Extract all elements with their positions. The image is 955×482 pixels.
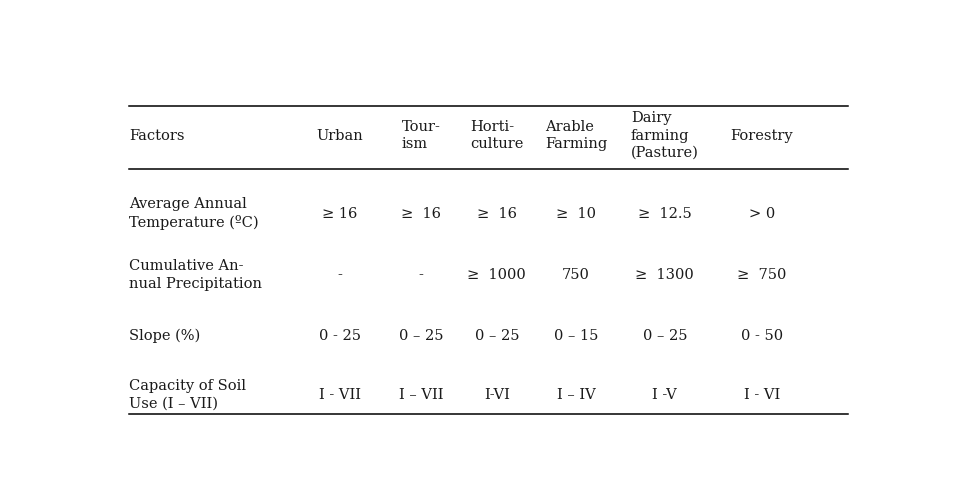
Text: I - VI: I - VI: [744, 388, 780, 402]
Text: 0 – 15: 0 – 15: [554, 329, 598, 343]
Text: -: -: [337, 268, 342, 282]
Text: Capacity of Soil
Use (I – VII): Capacity of Soil Use (I – VII): [129, 379, 246, 411]
Text: ≥  16: ≥ 16: [477, 207, 517, 221]
Text: I-VI: I-VI: [484, 388, 510, 402]
Text: 0 – 25: 0 – 25: [475, 329, 520, 343]
Text: ≥  10: ≥ 10: [556, 207, 596, 221]
Text: 750: 750: [562, 268, 590, 282]
Text: I -V: I -V: [652, 388, 677, 402]
Text: Horti-
culture: Horti- culture: [470, 120, 523, 151]
Text: Factors: Factors: [129, 129, 184, 143]
Text: > 0: > 0: [749, 207, 775, 221]
Text: ≥  1000: ≥ 1000: [467, 268, 526, 282]
Text: 0 – 25: 0 – 25: [399, 329, 443, 343]
Text: ≥  12.5: ≥ 12.5: [638, 207, 691, 221]
Text: ≥  1300: ≥ 1300: [635, 268, 694, 282]
Text: Urban: Urban: [316, 129, 363, 143]
Text: I – IV: I – IV: [557, 388, 595, 402]
Text: Arable
Farming: Arable Farming: [545, 120, 607, 151]
Text: 0 – 25: 0 – 25: [643, 329, 687, 343]
Text: -: -: [418, 268, 423, 282]
Text: I – VII: I – VII: [399, 388, 443, 402]
Text: I - VII: I - VII: [319, 388, 361, 402]
Text: Forestry: Forestry: [731, 129, 793, 143]
Text: ≥  16: ≥ 16: [401, 207, 441, 221]
Text: 0 - 50: 0 - 50: [741, 329, 783, 343]
Text: ≥  750: ≥ 750: [737, 268, 787, 282]
Text: Tour-
ism: Tour- ism: [401, 120, 440, 151]
Text: 0 - 25: 0 - 25: [319, 329, 361, 343]
Text: Average Annual
Temperature (ºC): Average Annual Temperature (ºC): [129, 198, 259, 230]
Text: Slope (%): Slope (%): [129, 329, 201, 343]
Text: Dairy
farming
(Pasture): Dairy farming (Pasture): [631, 111, 699, 160]
Text: Cumulative An-
nual Precipitation: Cumulative An- nual Precipitation: [129, 259, 262, 291]
Text: ≥ 16: ≥ 16: [322, 207, 357, 221]
